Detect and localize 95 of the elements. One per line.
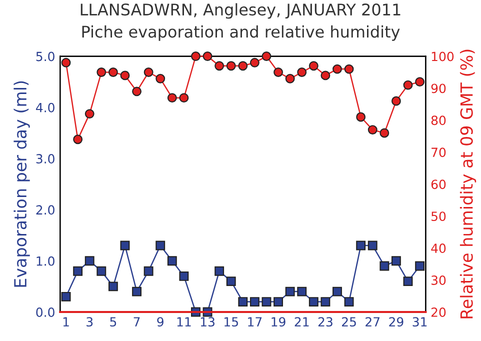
y2-tick-label: 40 <box>431 244 446 254</box>
point <box>320 297 330 307</box>
x-tick-label: 31 <box>412 317 427 327</box>
point <box>308 297 318 307</box>
point <box>403 80 413 90</box>
point <box>84 109 94 119</box>
point <box>73 266 83 276</box>
point <box>391 256 401 266</box>
point <box>214 61 224 71</box>
point <box>250 58 260 68</box>
point <box>332 64 342 74</box>
y2-tick-label: 80 <box>431 116 446 126</box>
point <box>61 58 71 68</box>
point <box>132 86 142 96</box>
point <box>120 70 130 80</box>
chart-title: LLANSADWRN, Anglesey, JANUARY 2011 <box>80 3 400 19</box>
y-tick-label: 2.0 <box>36 205 54 215</box>
point <box>403 276 413 286</box>
point <box>415 261 425 271</box>
point <box>356 112 366 122</box>
x-tick-label: 15 <box>224 317 238 327</box>
chart-subtitle: Piche evaporation and relative humidity <box>82 25 400 41</box>
y-tick-label: 3.0 <box>36 154 54 164</box>
point <box>108 282 118 292</box>
point <box>262 297 272 307</box>
point <box>73 134 83 144</box>
x-tick-label: 27 <box>366 317 380 326</box>
x-tick-label: 19 <box>272 317 286 327</box>
point <box>144 266 154 276</box>
point <box>368 125 378 135</box>
point <box>285 286 295 296</box>
point <box>96 266 106 276</box>
y-tick-label: 4.0 <box>36 102 54 112</box>
point <box>274 68 284 77</box>
point <box>415 77 425 87</box>
point <box>179 93 189 103</box>
point <box>167 256 177 266</box>
y-axis-title: Evaporation per day (ml) <box>14 81 30 287</box>
y2-tick-label: 50 <box>432 212 446 222</box>
x-tick-label: 17 <box>248 317 262 326</box>
x-tick-label: 11 <box>177 317 191 326</box>
point <box>285 74 295 84</box>
y-tick-label: 0.0 <box>36 307 54 317</box>
point <box>167 93 177 103</box>
point <box>332 286 342 296</box>
y-tick-label: 5.0 <box>36 52 54 62</box>
y2-axis-title: Relative humidity at 09 GMT (%) <box>460 50 476 318</box>
y2-tick-label: 20 <box>431 307 446 317</box>
point <box>356 240 366 250</box>
x-tick-label: 13 <box>200 317 214 327</box>
point <box>96 68 106 77</box>
point <box>156 74 166 84</box>
point <box>238 61 248 71</box>
point <box>156 240 166 250</box>
x-tick-label: 3 <box>86 317 93 327</box>
point <box>191 52 200 61</box>
point <box>274 297 284 307</box>
x-tick-label: 5 <box>110 317 116 327</box>
y2-tick-label: 60 <box>431 180 446 190</box>
point <box>226 61 236 71</box>
y2-tick-label: 30 <box>432 276 446 285</box>
point <box>238 297 248 307</box>
x-tick-label: 23 <box>318 317 332 327</box>
point <box>297 286 307 296</box>
point <box>214 266 224 276</box>
point <box>344 297 354 307</box>
x-tick-label: 29 <box>389 317 404 327</box>
point <box>179 271 189 281</box>
point <box>380 261 390 271</box>
point <box>226 276 236 286</box>
point <box>61 292 71 302</box>
point <box>202 52 212 61</box>
point <box>132 286 142 296</box>
point <box>84 256 94 266</box>
point <box>297 68 307 77</box>
x-tick-label: 21 <box>294 317 309 326</box>
point <box>391 96 401 106</box>
point <box>144 68 154 77</box>
y2-tick-label: 70 <box>432 148 446 158</box>
point <box>308 61 318 71</box>
point <box>250 297 260 307</box>
y2-tick-label: 90 <box>431 84 446 94</box>
point <box>262 52 272 61</box>
point <box>108 68 118 77</box>
x-tick-label: 1 <box>63 317 69 326</box>
point <box>368 240 378 250</box>
y2-tick-label: 100 <box>432 52 454 62</box>
point <box>380 128 390 138</box>
y-tick-label: 1.0 <box>36 256 54 266</box>
x-tick-label: 9 <box>157 317 164 327</box>
point <box>320 70 330 80</box>
point <box>120 240 130 250</box>
point <box>344 64 354 74</box>
x-tick-label: 7 <box>134 317 140 326</box>
x-tick-label: 25 <box>342 317 356 327</box>
